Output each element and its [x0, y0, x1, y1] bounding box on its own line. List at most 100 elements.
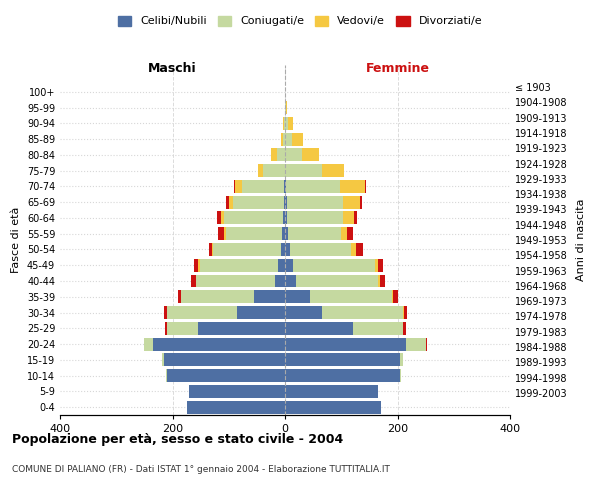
Bar [196, 274, 275, 287]
Bar [153, 338, 285, 350]
Bar [221, 212, 224, 224]
Bar [281, 132, 283, 145]
Bar [213, 243, 281, 256]
Bar [164, 306, 167, 319]
Bar [285, 369, 400, 382]
Bar [380, 274, 385, 287]
Bar [242, 180, 284, 193]
Bar [293, 259, 375, 272]
Bar [263, 164, 285, 177]
Y-axis label: Anni di nascita: Anni di nascita [576, 198, 586, 281]
Text: Maschi: Maschi [148, 62, 197, 75]
Text: COMUNE DI PALIANO (FR) - Dati ISTAT 1° gennaio 2004 - Elaborazione TUTTITALIA.IT: COMUNE DI PALIANO (FR) - Dati ISTAT 1° g… [12, 466, 390, 474]
Bar [288, 117, 293, 130]
Bar [283, 212, 285, 224]
Text: Femmine: Femmine [365, 62, 430, 75]
Bar [285, 101, 286, 114]
Bar [403, 322, 406, 335]
Bar [285, 322, 353, 335]
Bar [302, 148, 319, 162]
Bar [277, 148, 285, 162]
Bar [283, 117, 284, 130]
Bar [284, 196, 285, 208]
Bar [285, 385, 378, 398]
Bar [352, 243, 356, 256]
Bar [400, 369, 401, 382]
Bar [285, 164, 322, 177]
Bar [226, 196, 229, 208]
Bar [322, 164, 344, 177]
Bar [285, 227, 288, 240]
Bar [425, 338, 427, 350]
Bar [278, 259, 285, 272]
Bar [285, 148, 302, 162]
Bar [285, 196, 287, 208]
Bar [283, 132, 285, 145]
Bar [181, 290, 254, 303]
Bar [165, 322, 167, 335]
Bar [285, 212, 287, 224]
Bar [403, 306, 404, 319]
Bar [356, 243, 362, 256]
Bar [286, 101, 287, 114]
Bar [217, 212, 221, 224]
Bar [285, 132, 292, 145]
Bar [322, 306, 403, 319]
Bar [310, 290, 392, 303]
Bar [285, 400, 380, 413]
Bar [353, 322, 403, 335]
Bar [365, 180, 366, 193]
Bar [287, 196, 343, 208]
Bar [226, 227, 282, 240]
Bar [285, 274, 296, 287]
Bar [285, 117, 288, 130]
Bar [212, 243, 213, 256]
Bar [237, 306, 285, 319]
Legend: Celibi/Nubili, Coniugati/e, Vedovi/e, Divorziati/e: Celibi/Nubili, Coniugati/e, Vedovi/e, Di… [118, 16, 482, 26]
Bar [229, 196, 233, 208]
Bar [287, 212, 343, 224]
Bar [218, 227, 224, 240]
Bar [290, 243, 352, 256]
Bar [224, 212, 283, 224]
Bar [235, 180, 242, 193]
Bar [178, 290, 181, 303]
Bar [190, 385, 285, 398]
Bar [281, 243, 285, 256]
Y-axis label: Fasce di età: Fasce di età [11, 207, 21, 273]
Bar [284, 180, 285, 193]
Bar [292, 132, 303, 145]
Bar [164, 354, 285, 366]
Bar [378, 274, 380, 287]
Bar [163, 354, 164, 366]
Bar [341, 227, 347, 240]
Text: Popolazione per età, sesso e stato civile - 2004: Popolazione per età, sesso e stato civil… [12, 432, 343, 446]
Bar [400, 354, 403, 366]
Bar [360, 196, 361, 208]
Bar [392, 290, 393, 303]
Bar [375, 259, 378, 272]
Bar [285, 243, 290, 256]
Bar [275, 274, 285, 287]
Bar [167, 306, 237, 319]
Bar [286, 180, 340, 193]
Bar [258, 164, 263, 177]
Bar [406, 338, 425, 350]
Bar [285, 290, 310, 303]
Bar [145, 338, 153, 350]
Bar [296, 274, 378, 287]
Bar [288, 227, 341, 240]
Bar [343, 212, 354, 224]
Bar [285, 259, 293, 272]
Bar [285, 354, 400, 366]
Bar [224, 227, 226, 240]
Bar [347, 227, 353, 240]
Bar [167, 322, 198, 335]
Bar [285, 306, 322, 319]
Bar [282, 227, 285, 240]
Bar [194, 259, 199, 272]
Bar [354, 212, 357, 224]
Bar [233, 196, 284, 208]
Bar [234, 180, 235, 193]
Bar [199, 259, 278, 272]
